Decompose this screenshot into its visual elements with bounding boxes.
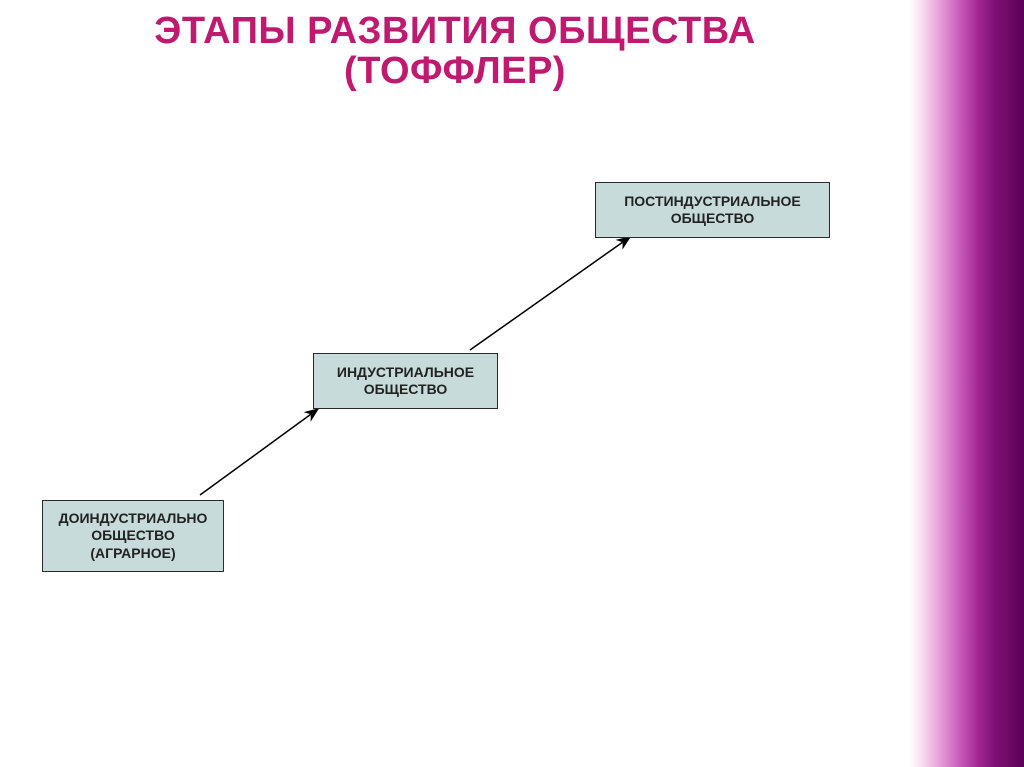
stage-box-n1: ДОИНДУСТРИАЛЬНО ОБЩЕСТВО (АГРАРНОЕ) (42, 500, 224, 572)
page-title: ЭТАПЫ РАЗВИТИЯ ОБЩЕСТВА (ТОФФЛЕР) (0, 12, 910, 92)
stage-box-n3: ПОСТИНДУСТРИАЛЬНОЕ ОБЩЕСТВО (595, 182, 830, 238)
stage-box-n2: ИНДУСТРИАЛЬНОЕ ОБЩЕСТВО (313, 353, 498, 409)
side-gradient-band (909, 0, 1024, 767)
arrows-layer (0, 0, 1024, 767)
arrow-n2-n3 (470, 237, 630, 350)
title-line-2: (ТОФФЛЕР) (0, 52, 910, 92)
slide: ЭТАПЫ РАЗВИТИЯ ОБЩЕСТВА (ТОФФЛЕР) ДОИНДУ… (0, 0, 1024, 767)
title-line-1: ЭТАПЫ РАЗВИТИЯ ОБЩЕСТВА (0, 12, 910, 52)
arrow-n1-n2 (200, 409, 318, 495)
